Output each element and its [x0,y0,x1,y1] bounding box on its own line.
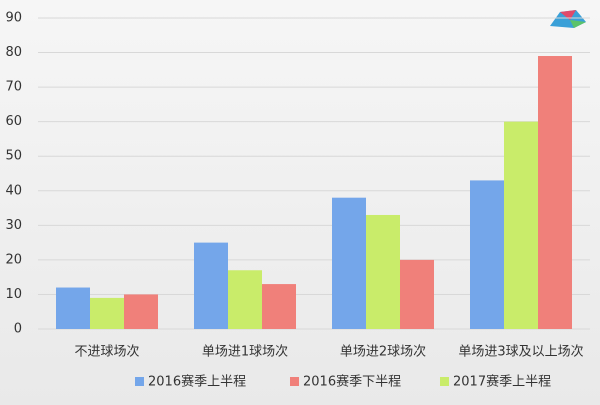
y-tick-label: 40 [5,183,22,198]
logo [550,10,586,28]
legend-label: 2016赛季下半程 [303,374,401,390]
bar [366,214,400,329]
bar [504,121,538,330]
legend-swatch [290,377,299,386]
y-tick-label: 30 [5,218,22,233]
bar [538,56,572,330]
legend-label: 2016赛季上半程 [148,374,246,390]
y-tick-label: 10 [5,287,22,302]
bar [470,180,504,329]
y-tick-label: 20 [5,252,22,267]
x-tick-label: 不进球场次 [74,344,139,360]
bar [90,297,124,329]
legend-swatch [440,377,449,386]
x-tick-label: 单场进2球场次 [340,344,426,360]
bar [332,197,366,329]
bar [124,294,158,329]
bar [228,270,262,329]
bar [56,287,90,329]
bar [400,259,434,329]
bar [194,242,228,329]
x-tick-label: 单场进3球及以上场次 [458,344,583,360]
bar [262,284,296,329]
y-tick-label: 50 [5,149,22,164]
y-tick-label: 60 [5,114,22,129]
legend-swatch [135,377,144,386]
x-tick-label: 单场进1球场次 [202,344,288,360]
y-tick-label: 90 [5,11,22,26]
y-tick-label: 70 [5,80,22,95]
legend-label: 2017赛季上半程 [453,374,551,390]
y-tick-label: 80 [5,45,22,60]
y-tick-label: 0 [14,322,22,337]
